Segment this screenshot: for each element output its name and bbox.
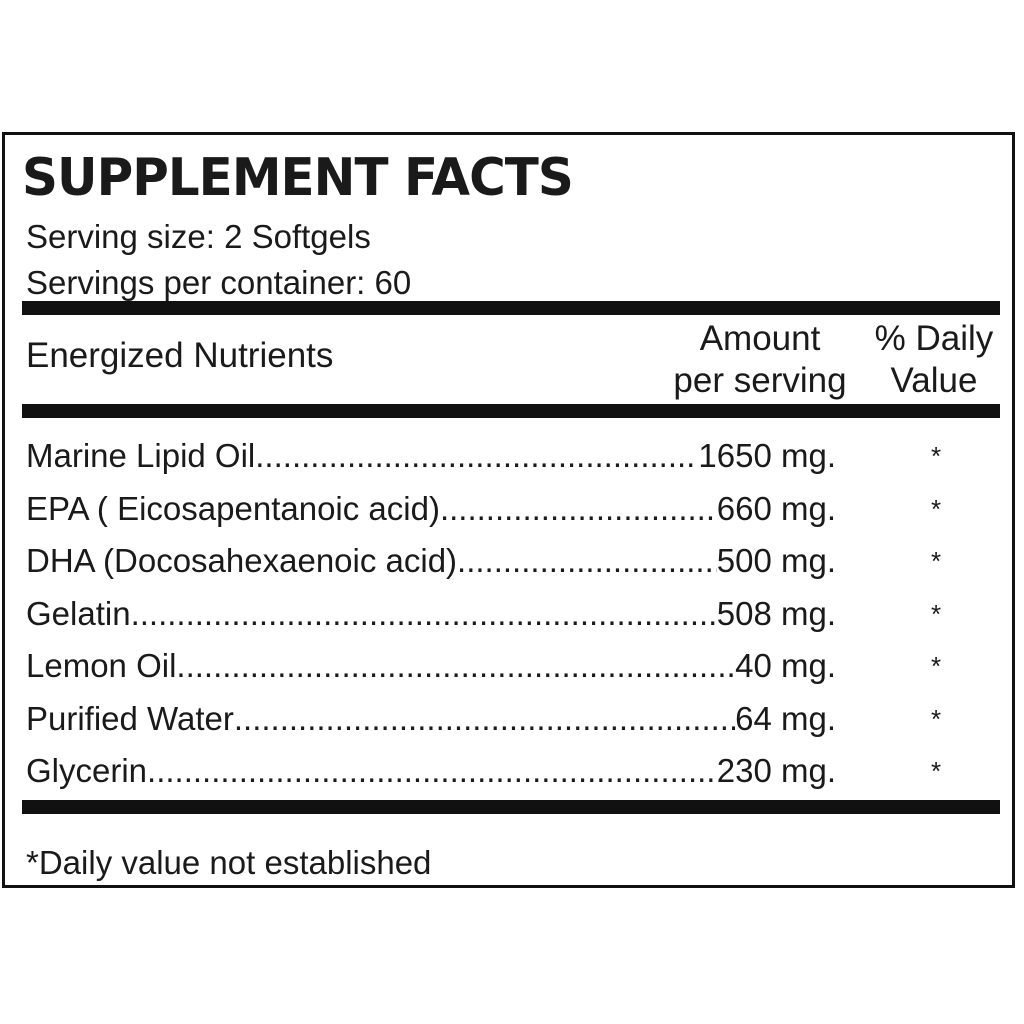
leader-dots bbox=[234, 697, 735, 741]
daily-value-marker: * bbox=[930, 546, 942, 576]
nutrient-row: Marine Lipid Oil 1650 mg. * bbox=[26, 434, 986, 487]
nutrient-row: Purified Water 64 mg. * bbox=[26, 697, 986, 750]
daily-value-marker: * bbox=[930, 441, 942, 471]
nutrient-row: Glycerin 230 mg. * bbox=[26, 749, 986, 802]
header-top-rule bbox=[22, 301, 1000, 315]
nutrient-amount: 40 mg. bbox=[735, 647, 836, 684]
nutrient-name: Gelatin bbox=[26, 594, 131, 632]
leader-dots bbox=[255, 434, 698, 478]
nutrient-row: EPA ( Eicosapentanoic acid) 660 mg. * bbox=[26, 487, 986, 540]
supplement-facts-panel bbox=[2, 132, 1015, 888]
leader-dots bbox=[440, 487, 717, 531]
nutrient-amount: 230 mg. bbox=[716, 752, 836, 789]
nutrient-list: Marine Lipid Oil 1650 mg. * EPA ( Eicosa… bbox=[26, 434, 986, 802]
leader-dots bbox=[147, 749, 717, 793]
nutrient-name: Lemon Oil bbox=[26, 647, 177, 684]
daily-value-marker: * bbox=[930, 651, 942, 681]
nutrient-amount: 1650 mg. bbox=[698, 437, 836, 474]
nutrient-amount: 508 mg. bbox=[716, 594, 836, 632]
column-header-dv-line2: Value bbox=[890, 361, 978, 400]
nutrient-amount: 660 mg. bbox=[716, 489, 836, 527]
column-header-amount-line2: per serving bbox=[673, 361, 847, 400]
column-header-dv-line1: % Daily bbox=[874, 319, 994, 358]
daily-value-marker: * bbox=[930, 756, 942, 786]
nutrient-row: Gelatin 508 mg. * bbox=[26, 592, 986, 645]
footer-rule bbox=[22, 800, 1000, 814]
nutrient-amount: 64 mg. bbox=[735, 699, 836, 737]
nutrient-row: Lemon Oil 40 mg. * bbox=[26, 644, 986, 697]
daily-value-marker: * bbox=[930, 598, 942, 629]
leader-dots bbox=[131, 592, 717, 636]
daily-value-marker: * bbox=[930, 493, 942, 524]
nutrient-row: DHA (Docosahexaenoic acid) 500 mg. * bbox=[26, 539, 986, 592]
column-header-amount-line1: Amount bbox=[699, 319, 821, 358]
leader-dots bbox=[176, 644, 735, 688]
nutrient-name: Marine Lipid Oil bbox=[26, 437, 256, 474]
footnote: *Daily value not established bbox=[26, 844, 432, 881]
header-bottom-rule bbox=[22, 404, 1000, 418]
column-header-daily-value: % Daily Value bbox=[862, 318, 1006, 402]
column-header-nutrients: Energized Nutrients bbox=[26, 336, 334, 375]
daily-value-marker: * bbox=[930, 703, 942, 734]
column-header-amount: Amount per serving bbox=[640, 318, 880, 402]
nutrient-name: Glycerin bbox=[26, 752, 148, 789]
nutrient-name: Purified Water bbox=[26, 699, 234, 737]
panel-title: SUPPLEMENT FACTS bbox=[22, 148, 574, 208]
nutrient-name: EPA ( Eicosapentanoic acid) bbox=[26, 489, 440, 527]
servings-per-container: Servings per container: 60 bbox=[26, 264, 412, 301]
nutrient-name: DHA (Docosahexaenoic acid) bbox=[26, 542, 458, 579]
nutrient-amount: 500 mg. bbox=[716, 542, 836, 579]
serving-size: Serving size: 2 Softgels bbox=[26, 218, 371, 255]
leader-dots bbox=[457, 539, 717, 583]
